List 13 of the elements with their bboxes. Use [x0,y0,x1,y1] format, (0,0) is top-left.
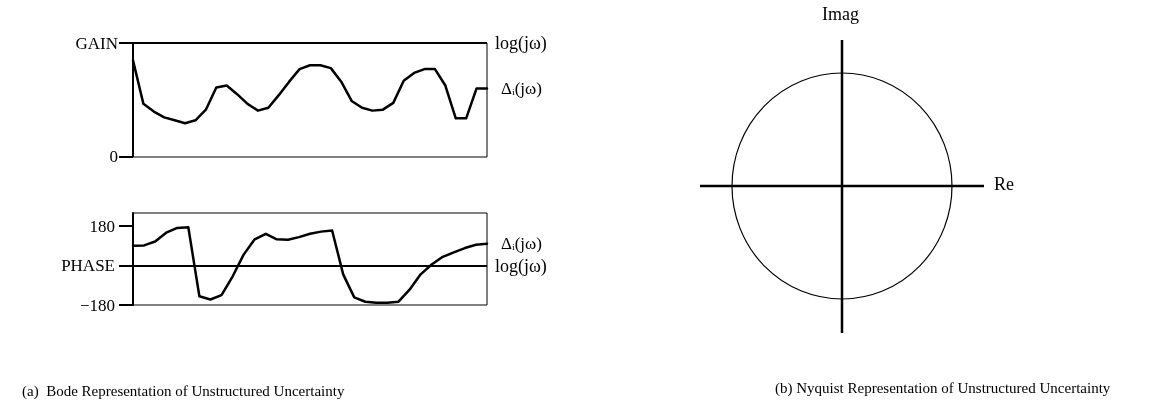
text: (a) Bode Representation of Unstructured Uncertainty [22,382,345,400]
series-label: Δᵢ(jω) [501,234,542,254]
text: 0 [109,147,118,166]
series-label: Δᵢ(jω) [501,78,542,98]
ref-line-label: log(jω) [495,255,547,277]
text: Re [994,174,1014,195]
text: Imag [822,4,859,25]
y-tick-label: −180 [79,295,115,315]
text: (b) Nyquist Representation of Unstructured Uncertainty [775,380,1111,397]
y-tick-label: 180 [89,216,115,236]
y-tick-label: PHASE [61,256,115,276]
y-axis-title: GAIN [75,34,119,53]
ref-line-label: log(jω) [495,33,547,54]
